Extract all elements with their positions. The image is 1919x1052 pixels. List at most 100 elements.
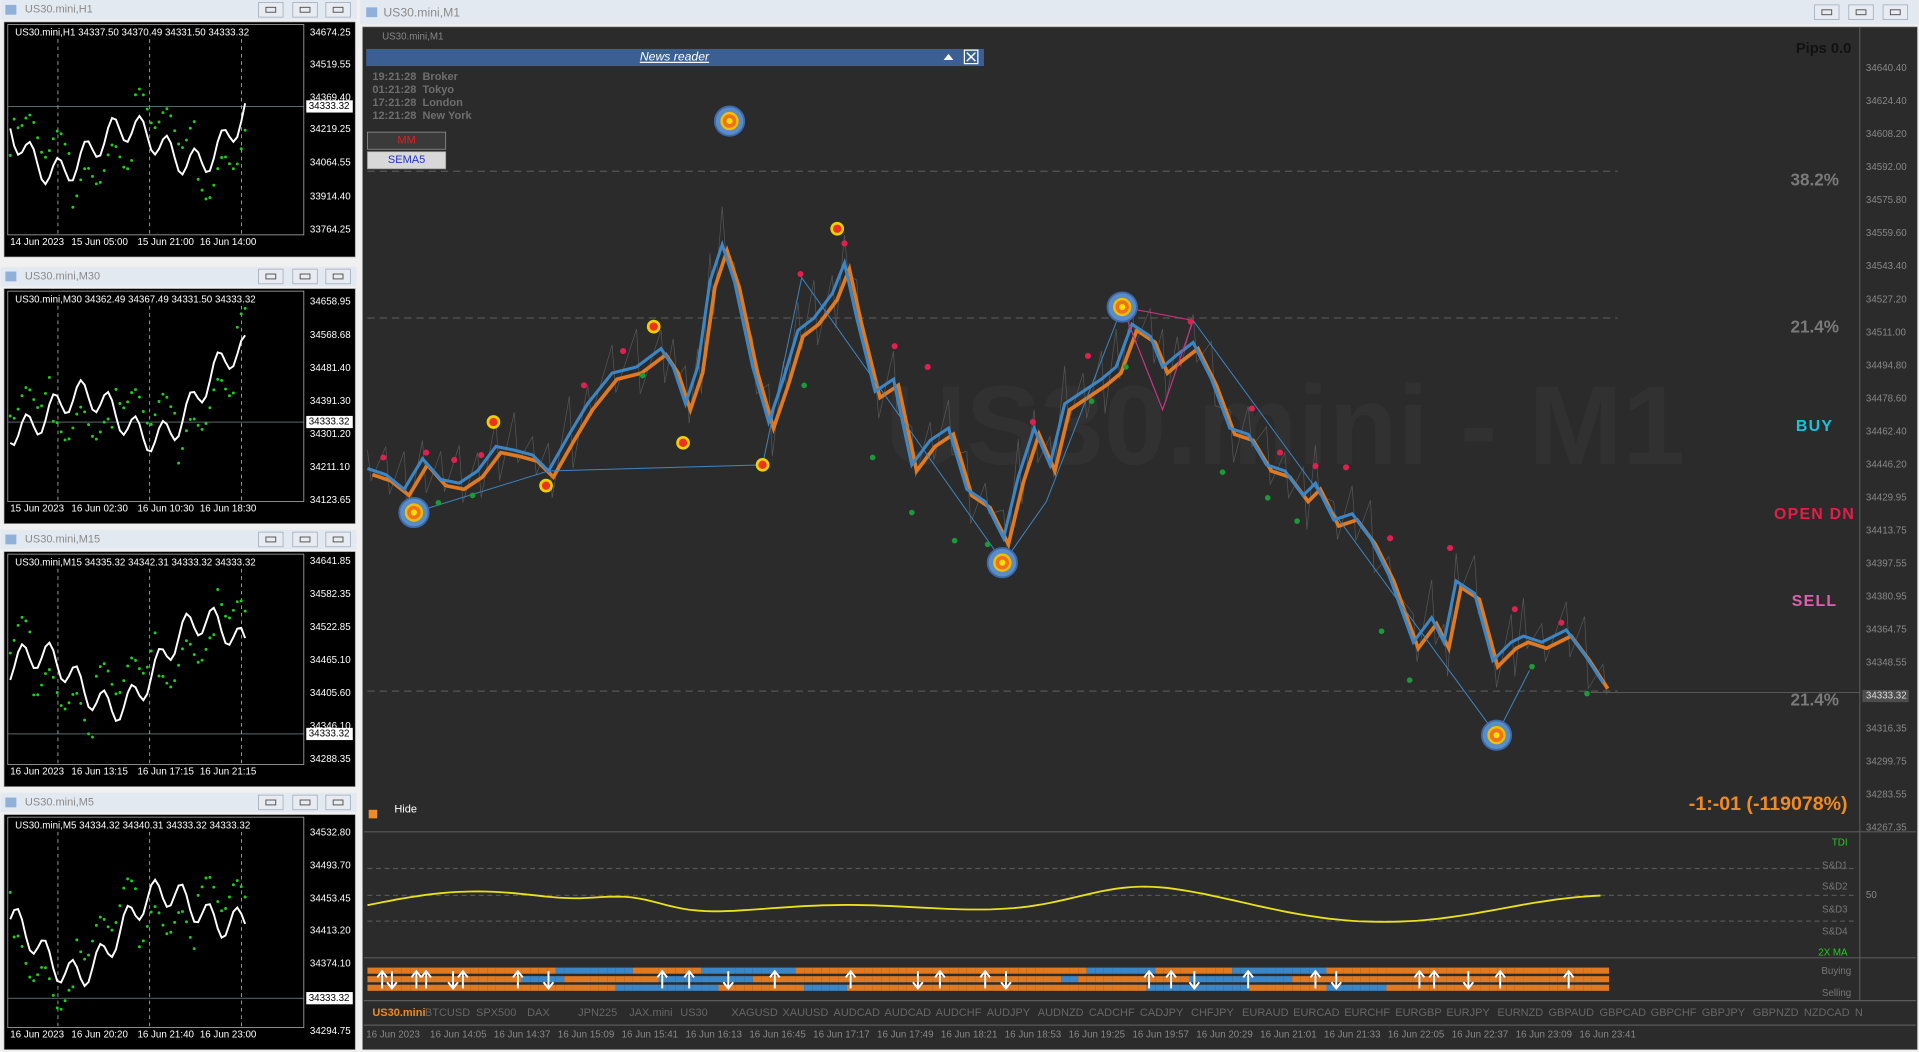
- close-icon[interactable]: [963, 49, 979, 65]
- flow-cell: [855, 976, 865, 983]
- symbol-button[interactable]: EURAUD: [1242, 1007, 1289, 1019]
- current-price: 34333.32: [309, 993, 350, 1004]
- symbol-button[interactable]: XAUUSD: [782, 1007, 828, 1019]
- flow-cell: [598, 976, 608, 983]
- window-button[interactable]: [325, 531, 351, 548]
- window-button[interactable]: [258, 2, 284, 18]
- symbol-button[interactable]: EURCHF: [1344, 1007, 1390, 1019]
- level-label: 21.4%: [1791, 317, 1840, 336]
- hide-icon[interactable]: [368, 809, 378, 819]
- flow-cell: [727, 967, 736, 974]
- symbol-button[interactable]: US30: [680, 1007, 708, 1019]
- symbol-button[interactable]: CHFJPY: [1191, 1007, 1234, 1019]
- symbol-button[interactable]: CADCHF: [1089, 1007, 1135, 1019]
- symbol-button[interactable]: AUDNZD: [1038, 1007, 1084, 1019]
- indicator-button-label[interactable]: MM: [397, 135, 415, 147]
- news-reader-title[interactable]: News reader: [640, 50, 710, 64]
- symbol-button[interactable]: EURGBP: [1395, 1007, 1441, 1019]
- symbol-button[interactable]: JAX.mini: [629, 1007, 672, 1019]
- collapse-icon[interactable]: [943, 53, 954, 60]
- symbol-button[interactable]: N: [1855, 1007, 1863, 1019]
- flow-cell: [1103, 967, 1113, 974]
- date-label: 16 Jun 22:05: [1388, 1029, 1445, 1040]
- sar-dot: [90, 939, 94, 943]
- sar-dot: [157, 674, 161, 678]
- window-button[interactable]: [1814, 4, 1840, 20]
- symbol-button[interactable]: EURNZD: [1497, 1007, 1543, 1019]
- flow-cell: [1326, 984, 1336, 991]
- symbol-button[interactable]: EURCAD: [1293, 1007, 1340, 1019]
- window-button[interactable]: [1848, 4, 1874, 20]
- sar-dot: [114, 145, 118, 149]
- sar-dot: [169, 930, 173, 934]
- sar-dot: [192, 417, 196, 421]
- zigzag: [413, 276, 1530, 737]
- hide-label[interactable]: Hide: [394, 804, 417, 816]
- flow-cell: [1489, 984, 1498, 991]
- news-reader-bar[interactable]: [366, 48, 984, 67]
- window-button[interactable]: [1882, 4, 1908, 20]
- symbol-button[interactable]: SPX500: [476, 1007, 516, 1019]
- session-name: London: [422, 97, 463, 109]
- symbol-button[interactable]: GBPAUD: [1548, 1007, 1594, 1019]
- symbol-button[interactable]: BTCUSD: [425, 1007, 470, 1019]
- date-label: 16 Jun 10:30: [137, 503, 194, 514]
- symbol-button[interactable]: CADJPY: [1140, 1007, 1184, 1019]
- window-button[interactable]: [325, 2, 351, 18]
- flow-cell: [1223, 976, 1233, 983]
- sar-dot: [161, 111, 165, 115]
- flow-arrow: [1462, 971, 1475, 990]
- flow-cell: [667, 967, 676, 974]
- flow-arrow: [1165, 969, 1177, 989]
- symbol-button[interactable]: US30.mini: [372, 1007, 425, 1019]
- flow-cell: [1249, 984, 1258, 991]
- flow-cell: [1035, 984, 1044, 991]
- window-button[interactable]: [325, 268, 351, 285]
- indicator-button[interactable]: [367, 151, 447, 170]
- window-button[interactable]: [258, 794, 284, 811]
- flow-cell: [547, 967, 556, 974]
- flow-cell: [504, 967, 514, 974]
- indicator-button-label[interactable]: SEMA5: [388, 154, 425, 166]
- flow-cell: [384, 984, 394, 991]
- window-button[interactable]: [292, 794, 318, 811]
- window-button[interactable]: [292, 268, 318, 285]
- symbol-button[interactable]: GBPNZD: [1753, 1007, 1799, 1019]
- window-button[interactable]: [258, 268, 284, 285]
- flow-cell: [1086, 976, 1096, 983]
- symbol-button[interactable]: AUDCHF: [936, 1007, 982, 1019]
- sar-dot: [204, 876, 208, 880]
- flow-cell: [1061, 984, 1070, 991]
- symbol-button[interactable]: AUDJPY: [987, 1007, 1031, 1019]
- symbol-button[interactable]: AUDCAD: [885, 1007, 932, 1019]
- sar-dot: [87, 423, 91, 427]
- symbol-button[interactable]: GBPCHF: [1651, 1007, 1697, 1019]
- window-button[interactable]: [292, 531, 318, 548]
- symbol-button[interactable]: AUDCAD: [834, 1007, 881, 1019]
- symbol-button[interactable]: NZDCAD: [1804, 1007, 1850, 1019]
- symbol-button[interactable]: GBPJPY: [1702, 1007, 1746, 1019]
- sar-dot: [122, 406, 126, 410]
- flow-cell: [958, 984, 967, 991]
- window-button[interactable]: [325, 794, 351, 811]
- symbol-button[interactable]: XAGUSD: [731, 1007, 778, 1019]
- window-button[interactable]: [258, 531, 284, 548]
- flow-cell: [1275, 984, 1284, 991]
- flow-cell: [1531, 976, 1541, 983]
- symbol-button[interactable]: EURJPY: [1446, 1007, 1490, 1019]
- symbol-button[interactable]: GBPCAD: [1600, 1007, 1647, 1019]
- sar-dot: [173, 129, 177, 133]
- window-button[interactable]: [292, 2, 318, 18]
- sar-dot: [134, 93, 137, 97]
- flow-cell: [1086, 984, 1096, 991]
- symbol-button[interactable]: DAX: [527, 1007, 550, 1019]
- flow-cell: [1257, 984, 1267, 991]
- symbol-button[interactable]: JPN225: [578, 1007, 617, 1019]
- extreme-marker-core: [1493, 732, 1500, 739]
- flow-cell: [1574, 967, 1584, 974]
- flow-cell: [983, 967, 993, 974]
- indicator-button[interactable]: [367, 131, 447, 150]
- flow-cell: [1180, 967, 1190, 974]
- sar-dot: [12, 935, 16, 939]
- flow-cell: [1292, 976, 1301, 983]
